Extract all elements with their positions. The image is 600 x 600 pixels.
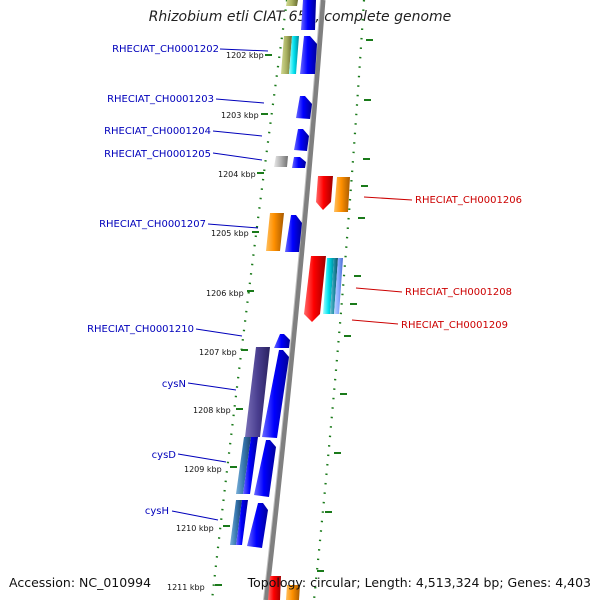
gene-arrow-orange <box>266 213 284 251</box>
gene-arrow-blue <box>292 157 306 168</box>
gene-label: RHECIAT_CH0001203 <box>107 94 214 105</box>
leader-line <box>195 328 243 337</box>
gene-label: RHECIAT_CH0001202 <box>112 44 219 55</box>
tick-label: 1204 kbp <box>218 170 256 179</box>
gene-label: RHECIAT_CH0001205 <box>104 149 211 160</box>
leader-line <box>363 196 413 201</box>
tick-label: 1208 kbp <box>193 406 231 415</box>
gene-label: RHECIAT_CH0001209 <box>401 320 508 331</box>
gene-label: cysD <box>152 450 177 461</box>
gene-arrow-cyan <box>289 36 299 74</box>
leader-line <box>351 319 399 325</box>
gene-arrow-blue <box>262 350 289 438</box>
gene-arrow-blue <box>274 334 290 348</box>
gene-arrow-gray <box>274 156 288 167</box>
gene-arrow-blue <box>243 437 258 494</box>
leader-line <box>219 48 269 52</box>
leader-line <box>215 98 265 104</box>
gene-arrow-blue <box>254 440 276 497</box>
gene-arrow-red <box>304 256 326 322</box>
gene-label: RHECIAT_CH0001206 <box>415 195 522 206</box>
leader-line <box>355 287 403 293</box>
leader-line <box>187 382 237 391</box>
tick-label: 1203 kbp <box>221 111 259 120</box>
gene-arrow-red <box>316 176 333 210</box>
gene-features <box>230 0 350 600</box>
gene-arrow-red <box>268 576 281 600</box>
gene-arrow-blue <box>294 129 309 151</box>
gene-label: RHECIAT_CH0001210 <box>87 324 194 335</box>
gene-arrow-blue <box>301 0 316 30</box>
gene-arrow-blue <box>300 36 317 74</box>
gene-arrow-steel <box>230 500 242 545</box>
gene-label: RHECIAT_CH0001207 <box>99 219 206 230</box>
leader-line <box>212 152 263 161</box>
gene-arrow-orange <box>334 177 350 212</box>
gene-arrow-blue <box>296 96 312 119</box>
genome-backbone <box>263 0 326 600</box>
gene-arrow-blue <box>236 500 248 545</box>
gene-arrow-olive <box>286 0 298 6</box>
gene-arrow-blue <box>247 503 268 548</box>
accession-label: Accession: NC_010994 <box>9 575 152 590</box>
tick-label: 1209 kbp <box>184 465 222 474</box>
gene-label: RHECIAT_CH0001208 <box>405 287 512 298</box>
gene-label: RHECIAT_CH0001204 <box>104 126 211 137</box>
tick-label: 1205 kbp <box>211 229 249 238</box>
tick-label: 1206 kbp <box>206 289 244 298</box>
leader-line <box>207 223 259 229</box>
gene-label: cysN <box>162 379 186 390</box>
leader-line <box>171 510 219 521</box>
gene-arrow-orange <box>286 585 300 600</box>
topology-label: Topology: circular; Length: 4,513,324 bp… <box>247 575 591 590</box>
label-leaders <box>171 48 413 521</box>
gene-labels: RHECIAT_CH0001202 RHECIAT_CH0001203 RHECIA… <box>87 44 522 517</box>
tick-marks: 1202 kbp 1203 kbp 1204 kbp 1205 kbp 1206 kbp… <box>167 39 373 592</box>
gene-arrow-olive <box>281 36 292 74</box>
tick-label: 1211 kbp <box>167 583 205 592</box>
gene-label: cysH <box>145 506 169 517</box>
gene-arrow-blue <box>285 215 302 252</box>
gene-arrow-cyan <box>323 258 334 314</box>
leader-line <box>212 130 263 137</box>
gene-arrow-gray <box>334 258 343 314</box>
gene-arrow-purple <box>245 347 270 437</box>
tick-label: 1202 kbp <box>226 51 264 60</box>
gene-arrow-teal <box>330 258 338 314</box>
tick-label: 1207 kbp <box>199 348 237 357</box>
leader-line <box>177 453 227 463</box>
map-title: Rhizobium etli CIAT 652, complete genome <box>148 9 452 25</box>
gene-arrow-steel <box>236 437 251 494</box>
tick-label: 1210 kbp <box>176 524 214 533</box>
